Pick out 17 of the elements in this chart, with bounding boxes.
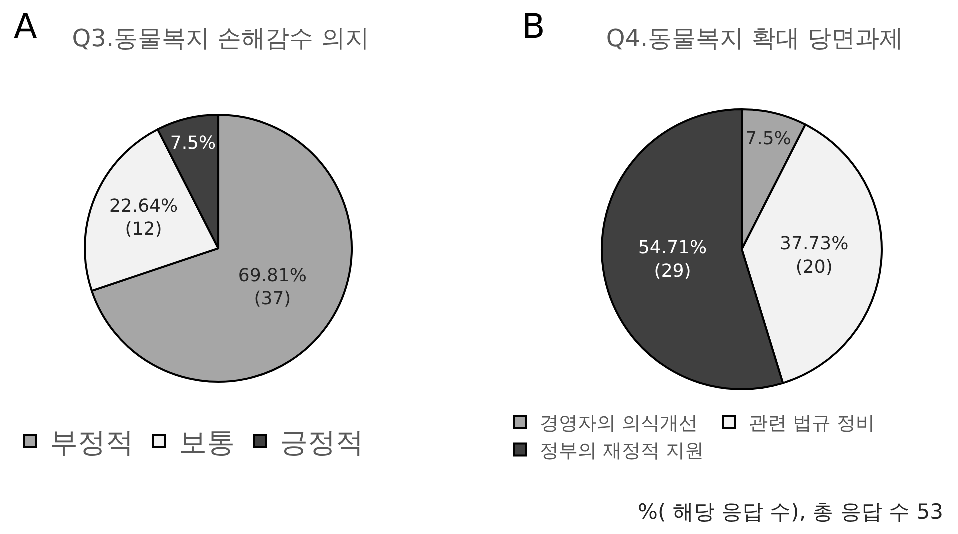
data-label: 54.71% (29)	[638, 238, 708, 282]
text: B	[522, 7, 546, 47]
legend-label: 경영자의 의식개선	[540, 412, 698, 434]
legend-label: 부정적	[50, 426, 134, 460]
legend-label: 관련 법규 정비	[749, 412, 876, 434]
data-label: 7.5%	[170, 132, 216, 154]
text: %( 해당 응답 수), 총 응답 수 53	[638, 500, 944, 524]
legend-label: 긍정적	[280, 426, 364, 460]
legend-label: 정부의 재정적 지원	[540, 440, 704, 462]
text: A	[14, 7, 38, 47]
data-label: 7.5%	[746, 128, 792, 150]
data-label: 22.64% (12)	[109, 196, 178, 240]
data-label: 69.81% (37)	[238, 265, 308, 310]
chart-title: Q4.동물복지 확대 당면과제	[606, 24, 904, 52]
data-label: 37.73% (20)	[780, 234, 849, 278]
legend-label: 보통	[179, 426, 236, 460]
chart-title: Q3.동물복지 손해감수 의지	[72, 24, 370, 52]
